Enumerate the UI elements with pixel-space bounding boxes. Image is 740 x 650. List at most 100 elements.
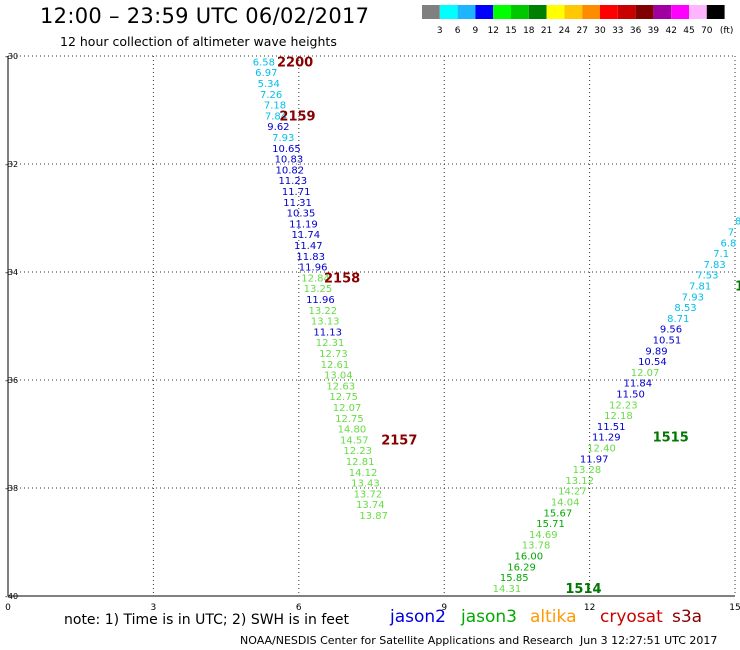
data-point-label: 11.71 bbox=[282, 187, 311, 198]
data-point-label: 13.74 bbox=[356, 500, 385, 511]
y-tick-label: -36 bbox=[5, 376, 18, 385]
data-point-label: 14.80 bbox=[338, 425, 367, 436]
y-tick-label: -34 bbox=[5, 268, 18, 277]
data-point-label: 10.51 bbox=[653, 336, 682, 347]
legend-tick-label: 6 bbox=[455, 26, 461, 36]
satellite-label-jason2: jason2 bbox=[390, 607, 446, 627]
data-point-label: 11.31 bbox=[283, 198, 312, 209]
data-point-label: 12.40 bbox=[587, 444, 616, 455]
legend-unit: (ft) bbox=[720, 26, 734, 36]
page-subtitle: 12 hour collection of altimeter wave hei… bbox=[60, 34, 337, 49]
data-point-label: 13.43 bbox=[351, 479, 380, 490]
data-point-label: 13.25 bbox=[304, 284, 333, 295]
data-point-label: 11.97 bbox=[580, 454, 609, 465]
legend-swatch bbox=[528, 5, 547, 19]
series-jason3: 876.87.17.837.537.817.938.538.719.5610.5… bbox=[493, 217, 740, 597]
legend-tick-label: 30 bbox=[594, 26, 606, 36]
data-point-label: 13.13 bbox=[311, 317, 340, 328]
data-point-label: 13.28 bbox=[573, 465, 602, 476]
y-tick-label: -32 bbox=[5, 160, 18, 169]
y-tick-label: -40 bbox=[5, 592, 18, 601]
data-point-label: 13.12 bbox=[565, 476, 594, 487]
data-point-label: 8.71 bbox=[667, 314, 689, 325]
satellite-label-s3a: s3a bbox=[672, 607, 703, 627]
data-point-label: 10.82 bbox=[276, 165, 305, 176]
data-point-label: 12.61 bbox=[321, 360, 350, 371]
data-point-label: 14.31 bbox=[493, 584, 522, 595]
satellite-label-cryosat: cryosat bbox=[600, 607, 663, 627]
legend-swatch bbox=[439, 5, 458, 19]
data-point-label: 6.97 bbox=[255, 68, 277, 79]
legend-tick-label: 18 bbox=[523, 26, 535, 36]
time-label: 2159 bbox=[279, 109, 315, 124]
data-point-label: 15.71 bbox=[536, 519, 565, 530]
legend-swatch bbox=[600, 5, 618, 19]
data-point-label: 10.65 bbox=[272, 144, 301, 155]
legend-tick-label: 39 bbox=[648, 26, 660, 36]
legend-tick-label: 15 bbox=[505, 26, 516, 36]
legend-swatch bbox=[457, 5, 476, 19]
data-point-label: 13.04 bbox=[324, 371, 353, 382]
data-point-label: 15.85 bbox=[500, 573, 529, 584]
satellite-label-jason3: jason3 bbox=[461, 607, 517, 627]
legend-swatch bbox=[689, 5, 707, 19]
data-point-label: 11.23 bbox=[278, 176, 307, 187]
data-point-label: 11.83 bbox=[296, 252, 325, 263]
x-tick-label: 3 bbox=[151, 603, 157, 613]
data-point-label: 9.62 bbox=[267, 122, 289, 133]
legend-swatch bbox=[546, 5, 565, 19]
data-point-label: 14.12 bbox=[349, 468, 378, 479]
legend-tick-label: 12 bbox=[487, 26, 498, 36]
legend-tick-label: 24 bbox=[559, 26, 571, 36]
y-tick-label: -38 bbox=[5, 484, 18, 493]
data-point-label: 11.29 bbox=[592, 433, 621, 444]
legend-tick-label: 33 bbox=[612, 26, 623, 36]
wave-height-chart: -30-32-34-36-38-400 3 6 9 12 156.586.975.347.… bbox=[5, 52, 740, 613]
data-point-label: 9.56 bbox=[660, 325, 682, 336]
legend-swatch bbox=[671, 5, 689, 19]
legend-swatch bbox=[582, 5, 600, 19]
data-point-label: 13.72 bbox=[354, 489, 383, 500]
data-point-label: 13.87 bbox=[359, 511, 388, 522]
legend-swatch bbox=[511, 5, 529, 19]
data-point-label: 5.34 bbox=[258, 79, 280, 90]
page-title: 12:00 – 23:59 UTC 06/02/2017 bbox=[40, 4, 370, 28]
data-point-label: 12.73 bbox=[319, 349, 348, 360]
time-label: 1514 bbox=[565, 582, 601, 597]
data-point-label: 16.29 bbox=[507, 562, 536, 573]
data-point-label: 11.74 bbox=[292, 230, 321, 241]
time-label: 1515 bbox=[653, 431, 689, 446]
data-point-label: 10.35 bbox=[287, 209, 316, 220]
footer-timestamp: Jun 3 12:27:51 UTC 2017 bbox=[580, 634, 718, 647]
x-tick-label: 15 bbox=[729, 603, 740, 613]
data-point-label: 12.84 bbox=[301, 273, 330, 284]
time-label: 2157 bbox=[381, 433, 417, 448]
data-point-label: 10.83 bbox=[275, 155, 304, 166]
legend-swatch bbox=[422, 5, 440, 19]
legend-tick-label: 3 bbox=[437, 26, 443, 36]
legend-tick-label: 70 bbox=[701, 26, 713, 36]
legend-swatch bbox=[706, 5, 725, 19]
legend-swatch bbox=[564, 5, 583, 19]
data-point-label: 12.63 bbox=[326, 381, 355, 392]
data-point-label: 11.19 bbox=[289, 219, 318, 230]
data-point-label: 7.1 bbox=[713, 249, 729, 260]
series-cryosat: 6.586.975.347.267.187.849.627.9310.6510.… bbox=[253, 55, 418, 522]
satellite-label-altika: altika bbox=[530, 607, 577, 627]
y-tick-label: -30 bbox=[5, 52, 18, 61]
data-point-label: 7.84 bbox=[265, 111, 287, 122]
footer-credit: NOAA/NESDIS Center for Satellite Applica… bbox=[240, 634, 574, 647]
x-tick-label: 6 bbox=[296, 603, 302, 613]
data-point-label: 11.47 bbox=[294, 241, 323, 252]
data-point-label: 7.93 bbox=[682, 292, 704, 303]
data-point-label: 8.53 bbox=[674, 303, 696, 314]
data-point-label: 14.27 bbox=[558, 487, 587, 498]
data-point-label: 14.04 bbox=[551, 498, 580, 509]
legend-tick-label: 21 bbox=[541, 26, 552, 36]
data-point-label: 12.31 bbox=[316, 338, 345, 349]
x-tick-label: 9 bbox=[441, 603, 447, 613]
data-point-label: 7.26 bbox=[260, 90, 282, 101]
data-point-label: 6.8 bbox=[720, 238, 736, 249]
data-point-label: 12.81 bbox=[346, 457, 375, 468]
